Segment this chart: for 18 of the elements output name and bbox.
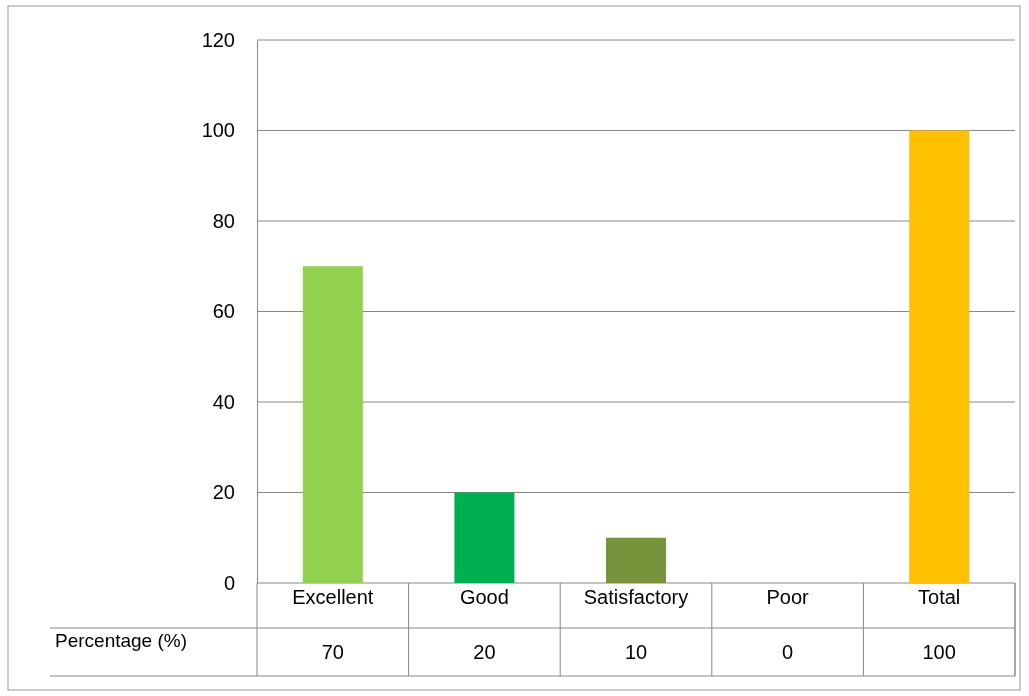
y-tick-label: 100	[201, 119, 235, 142]
x-tick-label: Good	[458, 586, 510, 608]
y-tick-label: 120	[201, 28, 235, 51]
x-tick-label: Poor	[765, 586, 810, 608]
x-tick-label: Total	[917, 586, 962, 608]
data-label: 10	[624, 641, 648, 663]
data-label: 20	[473, 641, 496, 663]
data-label: 100	[922, 641, 956, 663]
x-tick-label: Excellent	[291, 586, 375, 608]
text: Percentage (%)	[55, 630, 188, 651]
x-tick-label: Satisfactory	[582, 586, 690, 608]
y-tick-label: 20	[212, 481, 235, 504]
data-label: 0	[782, 641, 794, 663]
y-tick-label: 80	[212, 209, 235, 232]
y-tick-label: 60	[212, 300, 235, 323]
y-tick-label: 40	[212, 390, 235, 413]
data-label: 70	[321, 641, 344, 663]
y-tick-label: 0	[223, 571, 235, 594]
